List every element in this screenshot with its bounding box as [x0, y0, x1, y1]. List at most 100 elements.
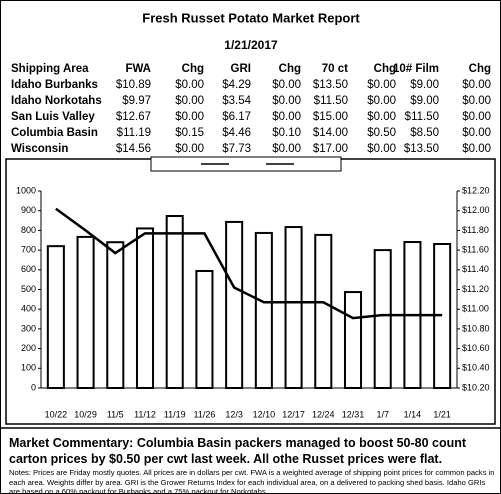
y2-tick-label: $11.60 [462, 244, 489, 254]
bar [106, 241, 125, 389]
cell: $0.00 [175, 111, 204, 123]
cell: $7.73 [222, 143, 251, 155]
cell: $0.00 [462, 143, 491, 155]
y2-tick-label: $10.40 [462, 363, 490, 373]
x-tick-label: 12/17 [282, 409, 305, 419]
cell: $11.19 [117, 127, 151, 139]
cell: $17.00 [313, 143, 348, 155]
notes: Notes: Prices are Friday mostly quotes. … [9, 468, 495, 494]
y-tick-label: 100 [21, 363, 36, 373]
y-tick-label: 600 [21, 264, 36, 274]
bar [343, 291, 363, 390]
bar [225, 220, 244, 389]
y2-tick-label: $11.40 [462, 264, 489, 274]
cell: $8.50 [410, 127, 439, 139]
cell: $11.50 [314, 95, 348, 107]
column-header: Chg [182, 63, 204, 75]
bar [373, 249, 392, 389]
cell: $0.00 [272, 95, 301, 107]
x-tick-label: 11/12 [134, 409, 156, 419]
bar [76, 235, 95, 389]
x-tick-label: 12/3 [225, 409, 243, 419]
y2-tick-label: $10.20 [462, 382, 490, 392]
y2-tick-label: $11.20 [462, 284, 489, 294]
y-tick-label: 200 [21, 343, 36, 353]
x-tick-label: 1/7 [376, 409, 389, 419]
cell: $0.00 [175, 95, 204, 107]
cell: $0.00 [367, 111, 396, 123]
column-header: Chg [469, 63, 491, 75]
column-header: 70 ct [322, 63, 348, 75]
row-label: Idaho Burbanks [11, 79, 98, 91]
x-tick-label: 10/29 [74, 409, 97, 419]
column-header: 10# Film [393, 63, 439, 75]
cell: $0.00 [175, 143, 204, 155]
cell: $0.50 [367, 127, 396, 139]
cell: $9.00 [410, 79, 439, 91]
cell: $11.50 [405, 111, 439, 123]
cell: $15.00 [313, 111, 348, 123]
cell: $0.00 [272, 79, 301, 91]
column-header: Chg [279, 63, 301, 75]
y2-tick-label: $11.80 [462, 225, 489, 235]
y-tick-label: 900 [21, 205, 36, 215]
x-tick-label: 12/10 [253, 409, 276, 419]
cell: $0.00 [462, 111, 491, 123]
report-title: Fresh Russet Potato Market Report [142, 10, 360, 25]
cell: $4.29 [222, 79, 251, 91]
y2-tick-label: $10.60 [462, 343, 490, 353]
bar [314, 233, 333, 389]
cell: $0.00 [462, 127, 491, 139]
cell: $9.97 [122, 95, 151, 107]
cell: $0.00 [462, 95, 491, 107]
row-label: Columbia Basin [11, 127, 98, 139]
line [55, 207, 443, 320]
bar [254, 231, 273, 389]
y-tick-label: 500 [21, 284, 36, 294]
x-tick-label: 12/24 [312, 409, 335, 419]
y-tick-label: 700 [21, 244, 36, 254]
cell: $14.56 [116, 143, 151, 155]
cell: $12.67 [116, 111, 151, 123]
cell: $3.54 [222, 95, 251, 107]
cell: $0.00 [367, 95, 396, 107]
cell: $0.00 [175, 79, 204, 91]
row-label: Idaho Norkotahs [11, 95, 102, 107]
y-tick-label: 800 [21, 225, 36, 235]
bar [165, 215, 184, 389]
y2-tick-label: $10.80 [462, 323, 490, 333]
cell: $0.00 [367, 143, 396, 155]
cell: $10.89 [116, 79, 151, 91]
cell: $6.17 [222, 111, 251, 123]
y2-tick-label: $12.20 [462, 185, 490, 195]
legend-box [150, 156, 342, 172]
row-label: Wisconsin [11, 143, 68, 155]
cell: $0.10 [272, 127, 301, 139]
y2-tick-label: $12.00 [462, 205, 490, 215]
cell: $0.00 [367, 79, 396, 91]
x-tick-label: 11/19 [164, 409, 186, 419]
y-tick-label: 300 [21, 323, 36, 333]
x-tick-label: 1/14 [404, 409, 422, 419]
bar [46, 245, 65, 389]
column-header: GRI [231, 63, 251, 75]
cell: $14.00 [313, 127, 348, 139]
cell: $0.00 [462, 79, 491, 91]
cell: $0.00 [272, 143, 301, 155]
bar [135, 227, 155, 389]
bar [195, 269, 214, 389]
y-tick-label: 1000 [16, 185, 36, 195]
y-tick-label: 400 [21, 304, 36, 314]
row-label: San Luis Valley [11, 111, 95, 123]
bar [284, 226, 303, 389]
x-tick-label: 11/26 [193, 409, 215, 419]
commentary: Market Commentary: Columbia Basin packer… [9, 436, 467, 466]
cell: $13.50 [404, 143, 439, 155]
y2-tick-label: $11.00 [462, 304, 489, 314]
column-header: Shipping Area [11, 63, 89, 75]
cell: $13.50 [313, 79, 348, 91]
cell: $0.00 [272, 111, 301, 123]
cell: $9.00 [410, 95, 439, 107]
x-tick-label: 10/22 [45, 409, 68, 419]
